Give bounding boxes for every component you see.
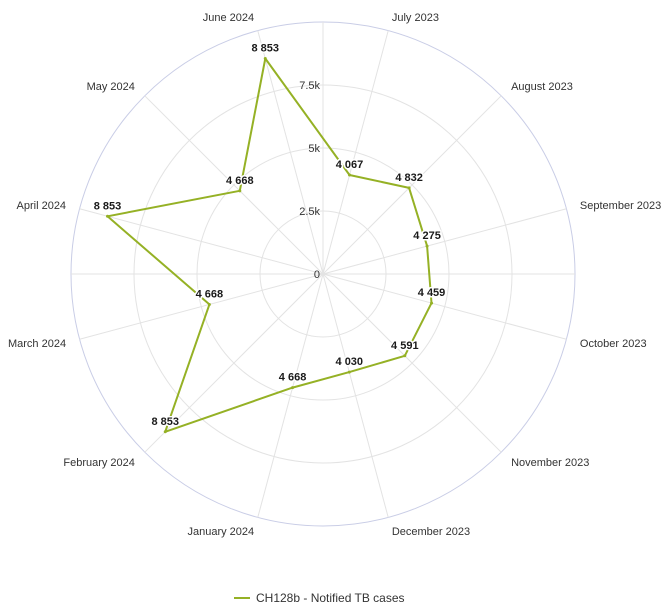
radial-tick-label: 5k	[308, 143, 320, 155]
category-label: March 2024	[8, 338, 66, 350]
spoke-line	[322, 273, 389, 518]
spoke-line	[144, 95, 324, 275]
category-label: February 2024	[63, 457, 135, 469]
category-label: October 2023	[580, 338, 647, 350]
category-label: April 2024	[17, 200, 67, 212]
data-label: 8 853	[94, 200, 122, 212]
spoke-line	[322, 30, 389, 275]
category-label: August 2023	[511, 81, 573, 93]
data-label: 8 853	[151, 416, 179, 428]
category-label: January 2024	[187, 526, 254, 538]
spoke-line	[257, 273, 324, 518]
category-label: November 2023	[511, 457, 589, 469]
data-point[interactable]	[407, 186, 411, 190]
data-point[interactable]	[347, 370, 351, 374]
data-point[interactable]	[425, 244, 429, 248]
data-label: 4 459	[418, 287, 446, 299]
category-labels: July 2023 August 2023 September 2023 Octobe…	[8, 12, 661, 538]
data-label: 4 668	[226, 175, 254, 187]
legend[interactable]: CH128b - Notified TB cases	[234, 591, 405, 605]
series-layer	[106, 57, 434, 434]
data-point[interactable]	[163, 430, 167, 434]
data-label: 4 832	[395, 172, 423, 184]
data-label: 4 067	[336, 159, 364, 171]
category-label: July 2023	[392, 12, 439, 24]
spoke-line	[79, 273, 324, 340]
data-point[interactable]	[430, 301, 434, 305]
spoke-line	[322, 273, 502, 453]
data-label: 8 853	[251, 43, 279, 55]
data-label: 4 030	[336, 356, 364, 368]
data-point[interactable]	[291, 386, 295, 390]
data-label: 4 591	[391, 340, 419, 352]
data-label: 4 668	[279, 372, 307, 384]
spoke-line	[322, 273, 567, 340]
data-point[interactable]	[106, 214, 110, 218]
spoke-line	[79, 208, 324, 275]
category-label: May 2024	[87, 81, 135, 93]
radial-tick-label: 2.5k	[299, 206, 320, 218]
spoke-line	[322, 208, 567, 275]
spoke-line	[144, 273, 324, 453]
data-point[interactable]	[263, 57, 267, 61]
data-point[interactable]	[207, 302, 211, 306]
category-label: June 2024	[203, 12, 254, 24]
radial-tick-label: 7.5k	[299, 80, 320, 92]
radar-spokes	[71, 22, 575, 518]
data-labels: 4 067 4 832 4 275 4 459 4 591 4 030 4 668 8 853…	[92, 41, 447, 429]
radial-tick-label: 0	[314, 269, 320, 281]
series-line[interactable]	[106, 57, 433, 433]
legend-label: CH128b - Notified TB cases	[256, 591, 405, 605]
spoke-line	[322, 95, 502, 275]
category-label: September 2023	[580, 200, 661, 212]
data-point[interactable]	[403, 354, 407, 358]
radial-tick-labels: 0 2.5k 5k 7.5k	[299, 80, 320, 281]
spoke-line	[257, 30, 324, 275]
category-label: December 2023	[392, 526, 470, 538]
data-label: 4 668	[196, 288, 224, 300]
data-point[interactable]	[348, 173, 352, 177]
data-label: 4 275	[413, 230, 441, 242]
data-point[interactable]	[238, 189, 242, 193]
